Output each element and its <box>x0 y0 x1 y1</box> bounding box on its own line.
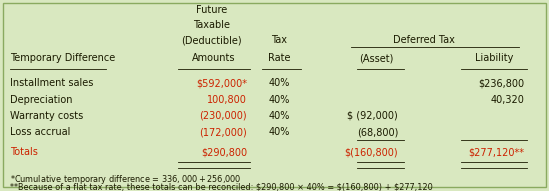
Text: Installment sales: Installment sales <box>10 78 93 88</box>
Text: Warranty costs: Warranty costs <box>10 111 83 121</box>
Text: Taxable: Taxable <box>193 20 230 30</box>
Text: $ (92,000): $ (92,000) <box>348 111 398 121</box>
Text: Loss accrual: Loss accrual <box>10 127 70 137</box>
Text: (Asset): (Asset) <box>359 53 393 63</box>
Text: **Because of a flat tax rate, these totals can be reconciled: $290,800 × 40% = $: **Because of a flat tax rate, these tota… <box>10 183 433 191</box>
Text: Tax: Tax <box>271 35 287 45</box>
Text: 40%: 40% <box>268 78 289 88</box>
Text: Liability: Liability <box>475 53 513 63</box>
Text: 40%: 40% <box>268 95 289 104</box>
Text: $236,800: $236,800 <box>478 78 524 88</box>
Text: $277,120**: $277,120** <box>468 147 524 157</box>
Text: 40%: 40% <box>268 111 289 121</box>
Text: Totals: Totals <box>10 147 38 157</box>
Text: 40,320: 40,320 <box>490 95 524 104</box>
Text: $592,000*: $592,000* <box>196 78 247 88</box>
Text: $(160,800): $(160,800) <box>344 147 398 157</box>
Text: Future: Future <box>196 5 227 15</box>
Text: $290,800: $290,800 <box>201 147 247 157</box>
Text: 100,800: 100,800 <box>207 95 247 104</box>
Text: Temporary Difference: Temporary Difference <box>10 53 115 63</box>
Text: (172,000): (172,000) <box>199 127 247 137</box>
Text: (230,000): (230,000) <box>199 111 247 121</box>
Text: Depreciation: Depreciation <box>10 95 72 104</box>
Text: *Cumulative temporary difference = $336,000 + $256,000: *Cumulative temporary difference = $336,… <box>10 173 242 186</box>
Text: Deferred Tax: Deferred Tax <box>393 35 455 45</box>
Text: (Deductible): (Deductible) <box>181 35 242 45</box>
Text: (68,800): (68,800) <box>357 127 398 137</box>
Text: Amounts: Amounts <box>192 53 236 63</box>
Text: Rate: Rate <box>268 53 290 63</box>
Text: 40%: 40% <box>268 127 289 137</box>
